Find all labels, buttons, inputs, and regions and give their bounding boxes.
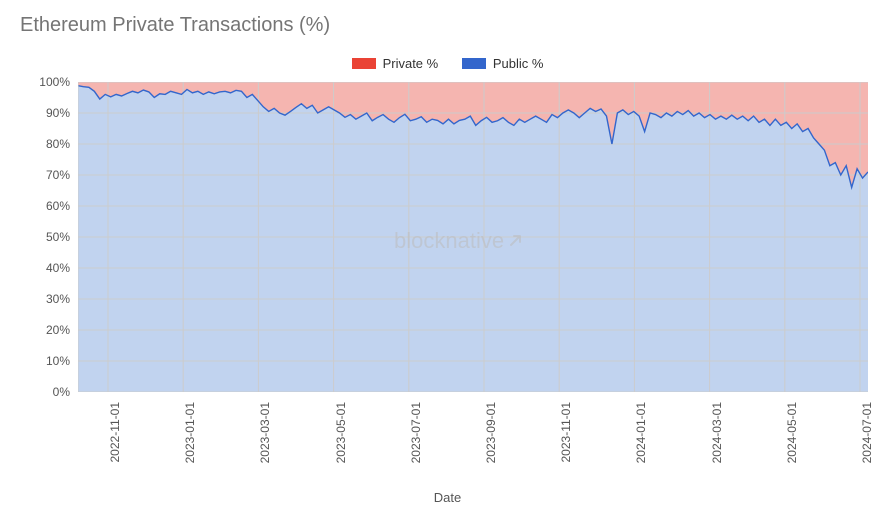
x-tick-label: 2023-05-01	[334, 402, 348, 463]
legend-item-private: Private %	[352, 56, 439, 71]
y-tick-label: 100%	[39, 75, 70, 89]
y-axis-ticks: 0%10%20%30%40%50%60%70%80%90%100%	[0, 82, 70, 392]
legend-label-public: Public %	[493, 56, 544, 71]
x-tick-label: 2023-07-01	[409, 402, 423, 463]
legend: Private % Public %	[0, 56, 895, 72]
x-tick-label: 2024-07-01	[860, 402, 874, 463]
y-tick-label: 40%	[46, 261, 70, 275]
plot-svg	[78, 82, 868, 392]
x-tick-label: 2023-01-01	[183, 402, 197, 463]
y-tick-label: 70%	[46, 168, 70, 182]
x-axis-ticks: 2022-11-01 2023-01-01 2023-03-01 2023-05-01…	[78, 402, 868, 482]
x-tick-label: 2022-11-01	[108, 402, 122, 463]
y-tick-label: 30%	[46, 292, 70, 306]
y-tick-label: 50%	[46, 230, 70, 244]
legend-swatch-private	[352, 58, 376, 69]
legend-label-private: Private %	[383, 56, 439, 71]
y-tick-label: 10%	[46, 354, 70, 368]
y-tick-label: 90%	[46, 106, 70, 120]
plot-area	[78, 82, 868, 392]
y-tick-label: 80%	[46, 137, 70, 151]
x-tick-label: 2024-03-01	[710, 402, 724, 463]
x-tick-label: 2023-03-01	[258, 402, 272, 463]
x-tick-label: 2024-05-01	[785, 402, 799, 463]
y-tick-label: 60%	[46, 199, 70, 213]
x-tick-label: 2024-01-01	[634, 402, 648, 463]
x-tick-label: 2023-09-01	[484, 402, 498, 463]
y-tick-label: 0%	[53, 385, 70, 399]
legend-item-public: Public %	[462, 56, 544, 71]
x-tick-label: 2023-11-01	[559, 402, 573, 463]
chart-root: Ethereum Private Transactions (%) Privat…	[0, 0, 895, 523]
x-axis-label: Date	[0, 490, 895, 505]
legend-swatch-public	[462, 58, 486, 69]
y-tick-label: 20%	[46, 323, 70, 337]
chart-title: Ethereum Private Transactions (%)	[20, 14, 330, 37]
